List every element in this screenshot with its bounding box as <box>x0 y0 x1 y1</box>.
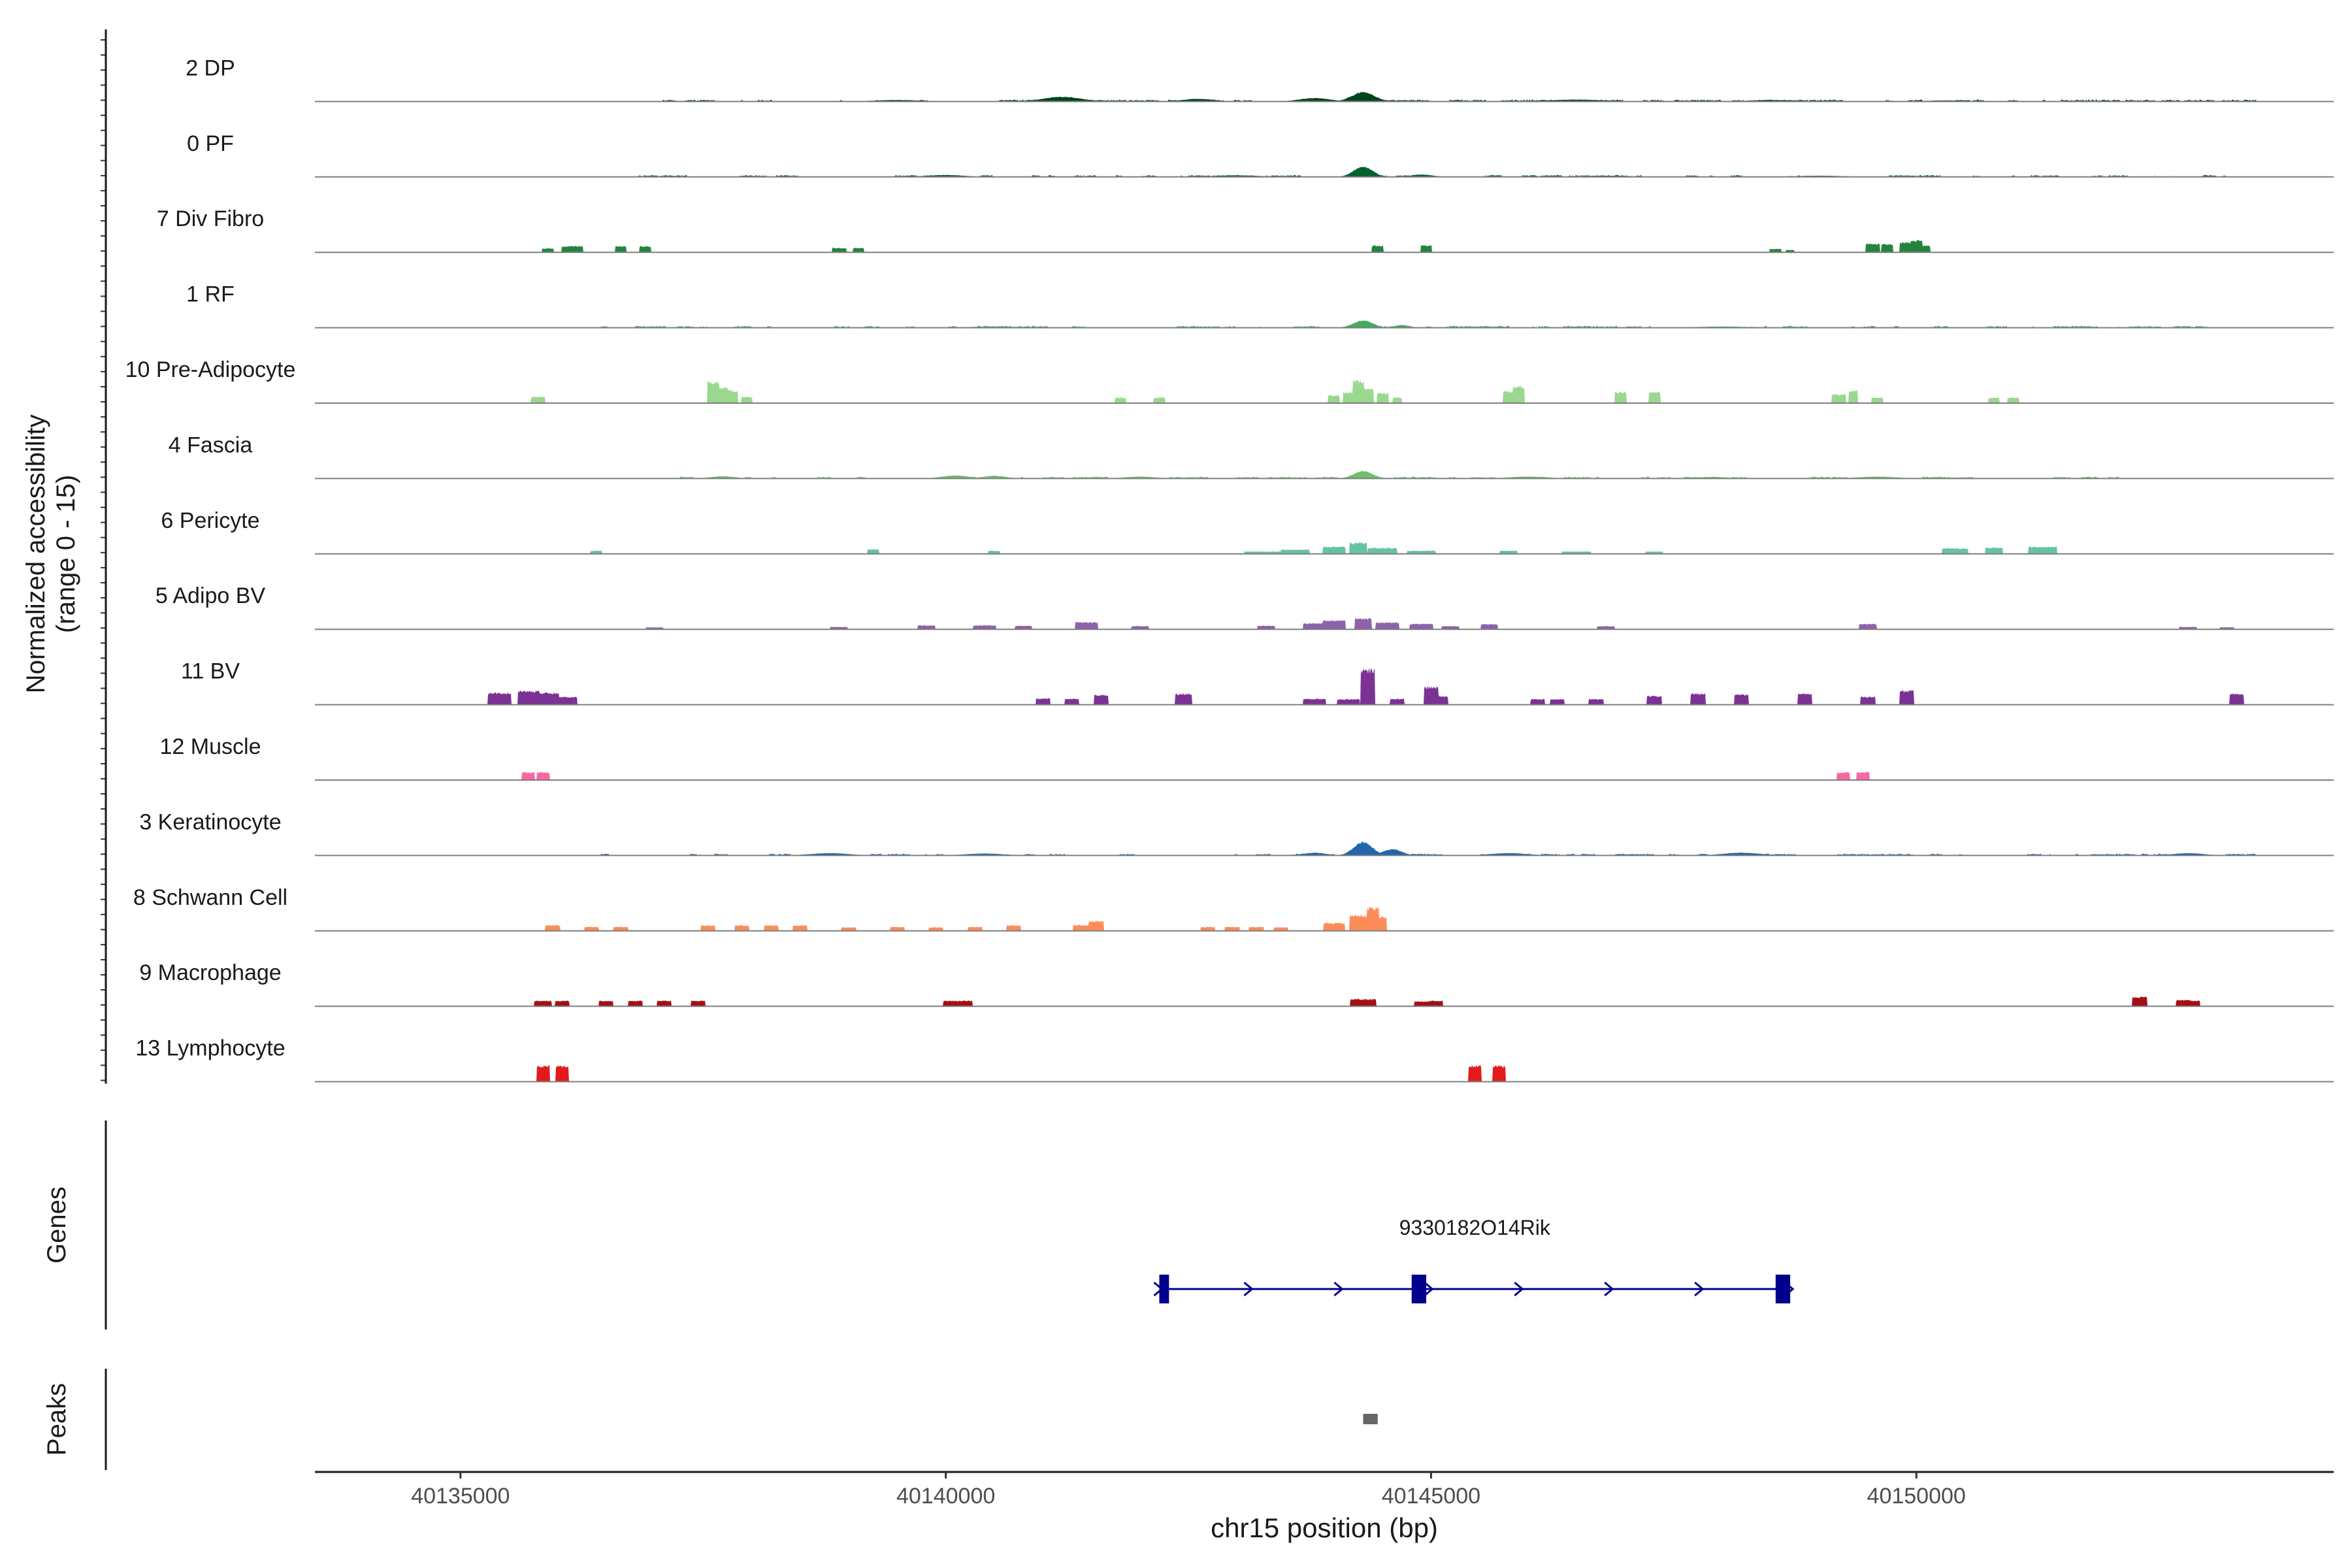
track-8: 5 Adipo BV <box>155 583 2334 630</box>
strand-arrow <box>1424 1281 1434 1297</box>
track-label: 1 RF <box>186 282 235 307</box>
genes-label: Genes <box>42 1186 71 1264</box>
y-axis <box>101 29 107 1084</box>
coverage-area <box>315 996 2334 1007</box>
track-label: 12 Muscle <box>160 734 261 759</box>
track-label: 2 DP <box>186 56 235 80</box>
y-axis-title: Normalized accessibility (range 0 - 15) <box>22 414 80 693</box>
track-13: 9 Macrophage <box>139 960 2334 1007</box>
x-tick-label: 40140000 <box>896 1484 995 1509</box>
coverage-area <box>315 240 2334 253</box>
gene-exon <box>1159 1275 1169 1303</box>
gene-name: 9330182O14Rik <box>1399 1216 1551 1239</box>
track-11: 3 Keratinocyte <box>139 809 2334 857</box>
strand-arrow <box>1514 1281 1524 1297</box>
track-label: 13 Lymphocyte <box>135 1036 285 1061</box>
track-label: 11 BV <box>181 659 240 684</box>
y-axis-title-line: (range 0 - 15) <box>52 475 80 633</box>
track-5: 10 Pre-Adipocyte <box>125 357 2334 404</box>
coverage-area <box>315 1065 2334 1082</box>
strand-arrow <box>1694 1281 1705 1297</box>
coverage-area <box>315 841 2334 856</box>
peaks-label: Peaks <box>42 1383 71 1456</box>
track-4: 1 RF <box>186 282 2334 329</box>
track-14: 13 Lymphocyte <box>135 1036 2334 1083</box>
peak-region <box>1363 1414 1378 1424</box>
track-label: 9 Macrophage <box>139 960 281 985</box>
track-3: 7 Div Fibro <box>157 206 2334 253</box>
y-axis-title-line: Normalized accessibility <box>22 414 50 693</box>
gene-exon <box>1411 1275 1426 1303</box>
coverage-area <box>315 668 2334 705</box>
track-label: 10 Pre-Adipocyte <box>125 357 296 382</box>
coverage-area <box>315 91 2334 102</box>
coverage-area <box>315 166 2334 177</box>
track-label: 6 Pericyte <box>161 508 259 533</box>
track-label: 3 Keratinocyte <box>139 809 281 834</box>
x-axis: 40135000 40140000 40145000 40150000 chr15 po… <box>315 1471 2334 1543</box>
track-6: 4 Fascia <box>169 433 2334 480</box>
x-tick-label: 40145000 <box>1382 1484 1480 1509</box>
track-9: 11 BV <box>181 659 2334 706</box>
coverage-area <box>315 906 2334 931</box>
coverage-tracks: 2 DP 0 PF 7 Div Fibro 1 RF 10 Pre-Adipocyte 4… <box>125 56 2334 1083</box>
track-label: 0 PF <box>187 131 234 156</box>
track-label: 8 Schwann Cell <box>133 885 287 910</box>
track-label: 5 Adipo BV <box>155 583 266 608</box>
coverage-area <box>315 542 2334 554</box>
coverage-area <box>315 617 2334 630</box>
track-2: 0 PF <box>187 131 2334 178</box>
track-label: 4 Fascia <box>169 433 253 457</box>
track-7: 6 Pericyte <box>161 508 2334 555</box>
coverage-area <box>315 320 2334 328</box>
genes-track: Genes 9330182O14Rik <box>42 1120 1795 1330</box>
x-tick-label: 40135000 <box>411 1484 510 1509</box>
strand-arrow <box>1333 1281 1344 1297</box>
peaks-track: Peaks <box>42 1369 1378 1470</box>
coverage-area <box>315 470 2334 479</box>
track-10: 12 Muscle <box>160 734 2334 781</box>
track-12: 8 Schwann Cell <box>133 885 2334 932</box>
x-tick-label: 40150000 <box>1867 1484 1966 1509</box>
gene-exon <box>1775 1275 1791 1303</box>
strand-arrow <box>1604 1281 1614 1297</box>
strand-arrow <box>1243 1281 1254 1297</box>
coverage-area <box>315 379 2334 403</box>
track-1: 2 DP <box>186 56 2334 103</box>
coverage-area <box>315 772 2334 780</box>
track-label: 7 Div Fibro <box>157 206 264 231</box>
x-axis-title: chr15 position (bp) <box>1211 1512 1438 1543</box>
